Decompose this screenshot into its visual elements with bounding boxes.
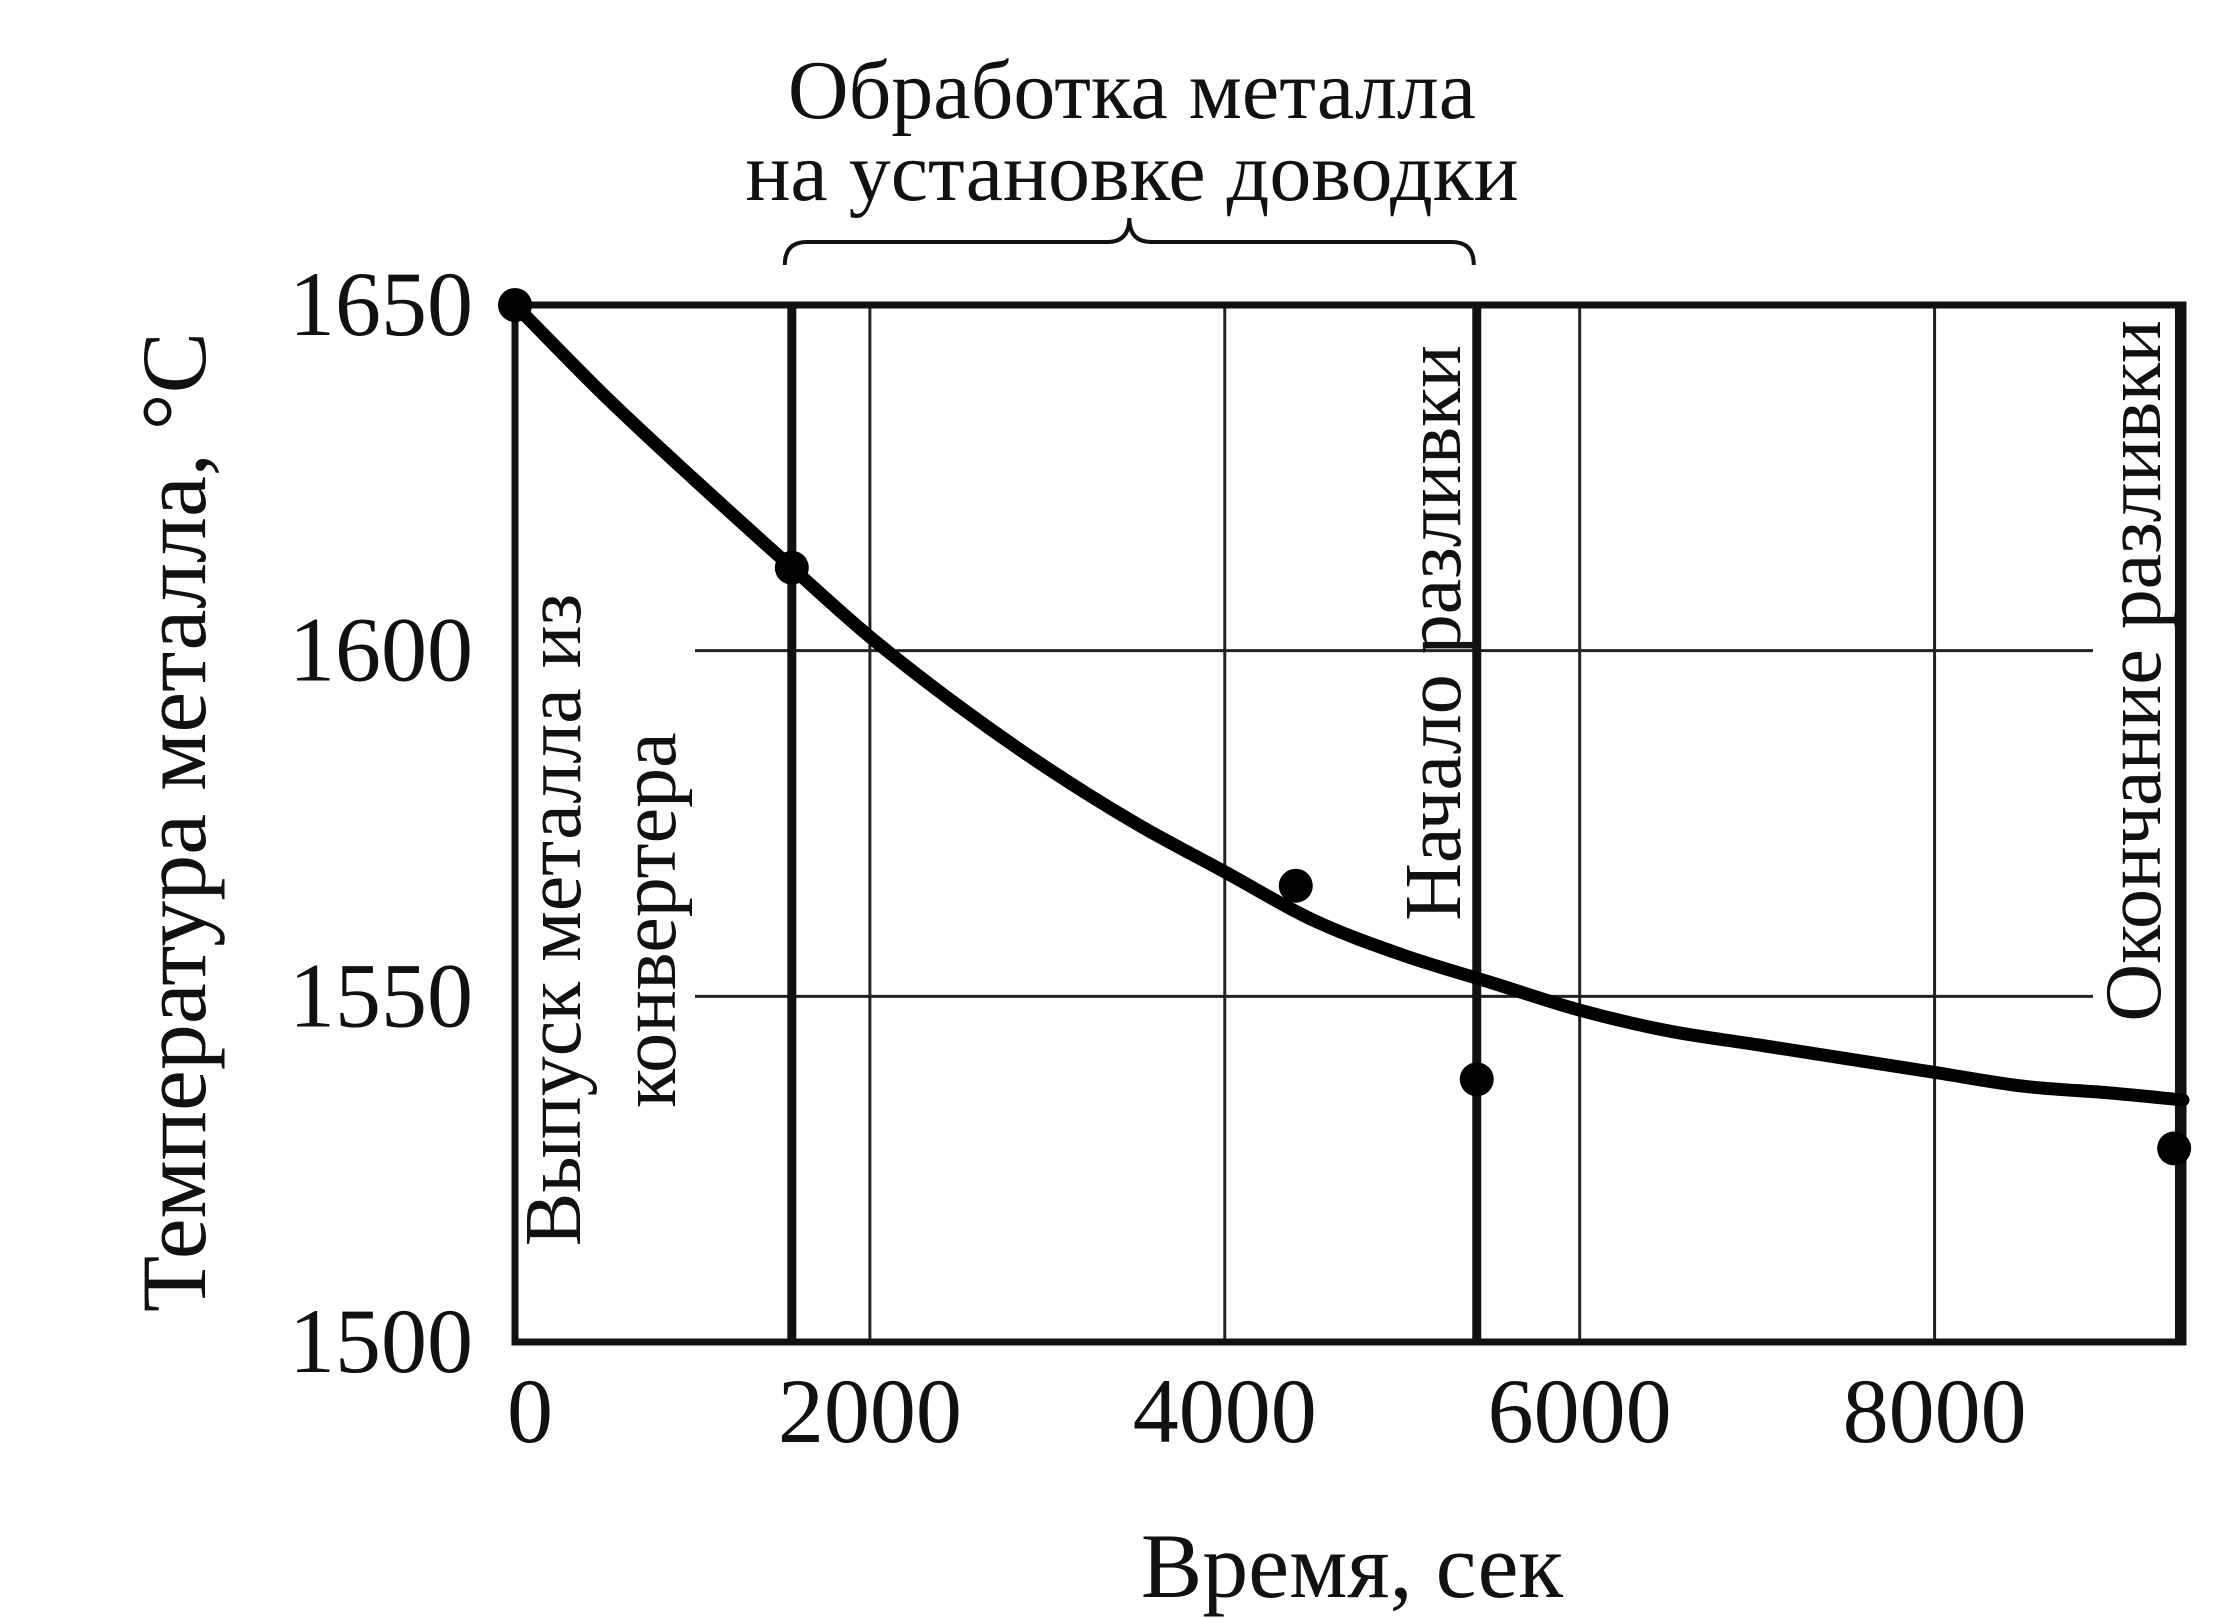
y-tick-label-3: 1650 — [289, 253, 473, 355]
x-tick-labels: 0 2000 4000 6000 8000 — [507, 1360, 2027, 1462]
x-tick-label-0: 0 — [507, 1360, 553, 1462]
grid — [695, 305, 2093, 1342]
x-axis-title: Время, сек — [1141, 1515, 1564, 1617]
bracket-label-1: на установке доводки — [745, 126, 1518, 219]
temperature-curve — [508, 298, 2190, 1107]
data-point-3 — [1459, 1062, 1494, 1097]
x-tick-label-2: 4000 — [1133, 1360, 1317, 1462]
stage-marker-label-0-0: Выпуск металла из — [510, 594, 598, 1246]
y-axis-title: Температура металла, °С — [123, 332, 225, 1312]
bracket-label-0: Обработка металла — [788, 44, 1476, 137]
stage-marker-labels: Выпуск металла из конвертера Начало разлив… — [510, 320, 2178, 1246]
data-point-1 — [774, 550, 809, 585]
y-tick-labels: 1500 1550 1600 1650 — [289, 253, 473, 1392]
plot-frame — [511, 301, 2187, 1346]
stage-marker-label-1-0: Начало разливки — [1390, 345, 1478, 921]
y-tick-label-2: 1600 — [289, 599, 473, 701]
data-point-0 — [498, 288, 532, 322]
data-point-4 — [2157, 1131, 2192, 1166]
stage-markers — [787, 305, 2184, 1342]
x-tick-label-1: 2000 — [778, 1360, 962, 1462]
x-tick-label-4: 8000 — [1843, 1360, 2027, 1462]
x-tick-label-3: 6000 — [1488, 1360, 1672, 1462]
data-point-2 — [1278, 868, 1313, 903]
y-tick-label-1: 1550 — [289, 944, 473, 1046]
stage-marker-label-2-0: Окончание разливки — [2090, 320, 2178, 1022]
stage-marker-label-0-1: конвертера — [605, 732, 693, 1107]
y-tick-label-0: 1500 — [289, 1290, 473, 1392]
bracket-shape — [782, 217, 1476, 266]
measured-points — [498, 288, 2192, 1166]
